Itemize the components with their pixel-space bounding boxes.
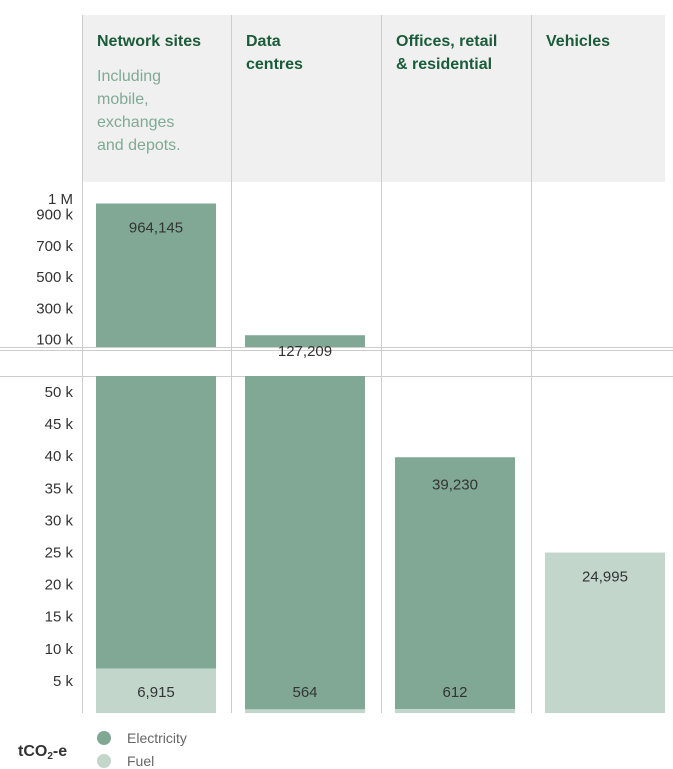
category-title-4: Vehicles [546,33,610,50]
bar-fuel [395,709,515,713]
bar-electricity [395,457,515,710]
y-tick-label: 25 k [45,545,74,562]
bar-electricity [245,376,365,710]
category-subtitle-1: Including [97,68,161,85]
bar-electricity [96,203,216,347]
data-label-electricity: 964,145 [129,220,183,237]
bar-electricity [245,335,365,347]
y-tick-label: 5 k [53,673,74,690]
legend-swatch-fuel [97,754,111,768]
category-title-3: Offices, retail [396,33,497,50]
y-tick-label: 100 k [36,332,73,349]
category-title-2: Data [246,33,281,50]
legend-label-electricity: Electricity [127,730,187,746]
y-tick-label: 900 k [36,207,73,224]
y-tick-label: 1 M [48,191,73,208]
bar-fuel [96,668,216,713]
data-label-electricity: 39,230 [432,476,478,493]
y-tick-label: 45 k [45,416,74,433]
y-tick-label: 500 k [36,269,73,286]
category-subtitle-1: and depots. [97,137,181,154]
y-tick-label: 700 k [36,238,73,255]
y-tick-label: 30 k [45,512,74,529]
data-label-fuel: 6,915 [137,684,175,701]
category-subtitle-1: mobile, [97,91,149,108]
bar-fuel [545,552,665,713]
y-tick-label: 35 k [45,480,74,497]
unit-label: tCO2-e [18,743,67,762]
data-label-fuel: 612 [442,684,467,701]
category-title-1: Network sites [97,33,201,50]
bar-fuel [245,709,365,713]
y-tick-label: 15 k [45,609,74,626]
category-subtitle-1: exchanges [97,114,174,131]
y-tick-label: 20 k [45,577,74,594]
y-tick-label: 40 k [45,448,74,465]
header-band [82,15,665,182]
y-tick-label: 50 k [45,384,74,401]
category-title-2: centres [246,56,303,73]
legend-swatch-electricity [97,731,111,745]
y-tick-label: 300 k [36,300,73,317]
bar-electricity [96,376,216,669]
data-label-electricity: 127,209 [278,343,332,360]
category-title-3: & residential [396,56,492,73]
data-label-fuel: 564 [292,684,317,701]
data-label-fuel: 24,995 [582,569,628,586]
y-tick-label: 10 k [45,641,74,658]
legend-label-fuel: Fuel [127,753,154,769]
